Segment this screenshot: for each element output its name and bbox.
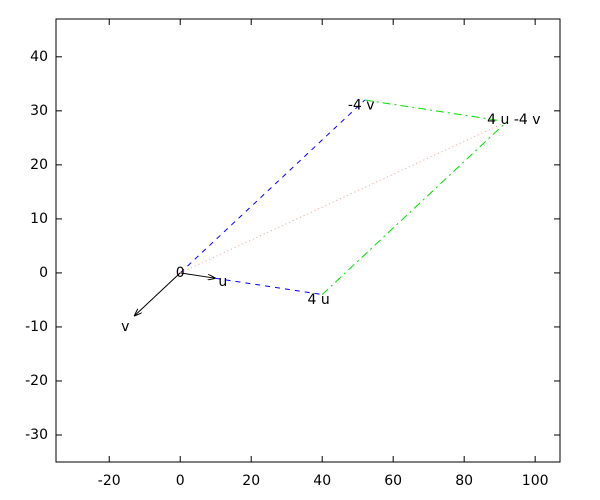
y-tick-label: 30: [30, 103, 48, 119]
y-tick-label: 10: [30, 211, 48, 227]
vector-segment: [180, 272, 215, 278]
x-tick-label: 0: [176, 473, 185, 489]
vector-segment: [321, 121, 508, 295]
y-tick-label: 20: [30, 157, 48, 173]
vector-segment: [364, 99, 507, 123]
x-tick-label: 80: [455, 473, 473, 489]
y-tick-label: 40: [30, 49, 48, 65]
x-tick-label: 40: [313, 473, 331, 489]
point-label: 4 u: [308, 292, 330, 308]
y-tick-label: 0: [39, 265, 48, 281]
point-label: u: [218, 274, 227, 290]
y-tick-label: -10: [25, 319, 48, 335]
y-tick-label: -20: [25, 373, 48, 389]
vector-segment: [180, 121, 507, 274]
y-tick-label: -30: [25, 427, 48, 443]
point-label: v: [121, 319, 129, 335]
vector-segment: [179, 99, 366, 274]
point-label: 4 u -4 v: [487, 112, 540, 128]
x-tick-label: 20: [242, 473, 260, 489]
point-label: -4 v: [348, 97, 375, 113]
x-tick-label: 100: [522, 473, 549, 489]
vector-segment: [215, 277, 323, 296]
plot-frame: [55, 18, 561, 463]
x-tick-label: -20: [98, 473, 121, 489]
point-label: 0: [176, 265, 185, 281]
x-tick-label: 60: [384, 473, 402, 489]
vector-segment: [134, 272, 181, 316]
